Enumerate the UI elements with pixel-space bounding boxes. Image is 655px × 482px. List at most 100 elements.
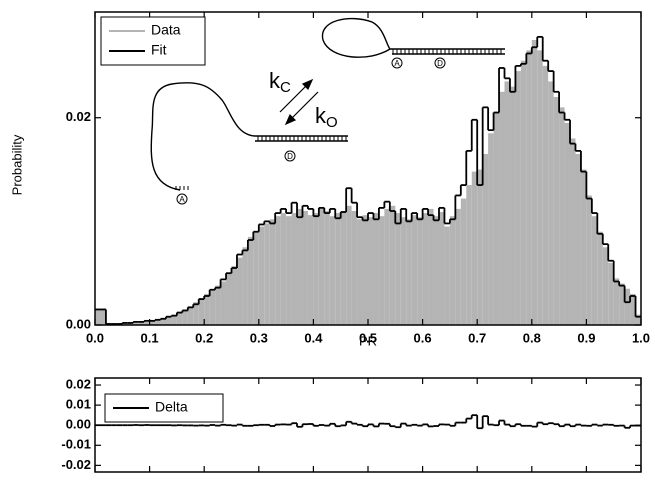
- bar: [351, 210, 358, 325]
- dye-label: D: [287, 152, 293, 161]
- y-tick-label: 0.02: [66, 376, 91, 391]
- bar: [138, 321, 145, 325]
- bar: [499, 91, 505, 325]
- bar: [357, 219, 363, 325]
- arrowhead: [301, 78, 314, 91]
- overhang: [175, 186, 189, 190]
- base-pairs: [257, 136, 347, 141]
- bar: [520, 60, 527, 325]
- bar: [264, 223, 270, 325]
- bar: [149, 320, 156, 325]
- bar: [417, 217, 423, 325]
- bar: [389, 205, 396, 325]
- bar: [280, 213, 287, 325]
- legend-box: [100, 16, 206, 66]
- bar: [171, 314, 177, 325]
- bar: [144, 321, 150, 325]
- bar: [411, 215, 418, 325]
- bar: [368, 217, 374, 325]
- legend: Delta: [104, 393, 224, 423]
- bar: [204, 293, 210, 325]
- bar: [591, 216, 598, 325]
- bar: [488, 133, 494, 325]
- bar: [624, 288, 631, 325]
- rate-arrows: [279, 78, 319, 126]
- bar: [602, 247, 609, 325]
- bar: [286, 216, 292, 325]
- bar: [493, 112, 500, 325]
- legend-label: Delta: [155, 399, 188, 415]
- bar: [226, 273, 232, 325]
- strand: [150, 82, 348, 191]
- y-tick-label: 0.02: [66, 109, 91, 124]
- strand: [321, 17, 505, 58]
- bar: [422, 213, 429, 325]
- bar: [526, 50, 532, 325]
- x-tick-label: 0.0: [86, 330, 104, 345]
- bar: [455, 208, 461, 325]
- x-tick-label: 0.6: [414, 330, 432, 345]
- arrow: [279, 81, 311, 113]
- bar: [433, 216, 439, 325]
- bar: [307, 215, 314, 325]
- rate-subscript: C: [280, 79, 291, 96]
- bar: [209, 290, 216, 325]
- bar: [395, 213, 401, 325]
- bar: [362, 215, 368, 325]
- marks: [95, 414, 641, 430]
- bar: [537, 50, 543, 325]
- y-tick-label: 0.00: [66, 417, 91, 432]
- x-tick-label: 0.8: [523, 330, 541, 345]
- bar: [346, 205, 352, 325]
- plot-area: 0.02 0.01 0.00 -0.01 -0.02 Delta: [61, 376, 642, 473]
- bar: [297, 208, 303, 325]
- bar: [575, 153, 581, 325]
- bar: [378, 216, 385, 325]
- x-tick-label: 0.5: [359, 330, 377, 345]
- bar: [466, 185, 472, 325]
- x-tick-label: 0.1: [141, 330, 159, 345]
- bar: [335, 213, 341, 325]
- legend: Data Fit: [100, 16, 206, 66]
- donor: [284, 150, 296, 162]
- y-tick-label: 0.01: [66, 397, 91, 412]
- bar: [329, 216, 336, 325]
- bar: [236, 257, 243, 325]
- x-axis-label: PR: [359, 333, 377, 348]
- bar: [160, 318, 166, 325]
- bar: [608, 262, 614, 325]
- bar: [460, 198, 467, 325]
- acceptor: [176, 193, 188, 205]
- closed-hairpin: [321, 17, 505, 69]
- x-tick-label: 0.9: [577, 330, 595, 345]
- bar: [570, 138, 576, 325]
- bar: [253, 231, 259, 325]
- bar: [176, 312, 183, 325]
- legend-label: Data: [151, 22, 181, 38]
- bar: [553, 96, 560, 325]
- bar: [187, 306, 194, 325]
- rate-label: kC: [269, 68, 291, 96]
- bar: [400, 217, 407, 325]
- bar: [504, 81, 510, 325]
- bar: [318, 208, 325, 325]
- bar: [340, 210, 347, 325]
- bar: [242, 247, 248, 325]
- acceptor: [391, 57, 403, 69]
- bar: [482, 153, 489, 325]
- rate-symbol: k: [269, 68, 281, 93]
- bar: [630, 293, 636, 325]
- dye-label: A: [179, 195, 185, 204]
- x-tick-label: 1.0: [632, 330, 650, 345]
- bar: [373, 213, 379, 325]
- plot-area: 0.0 0.1 0.2 0.3 0.4 0.5 0.6 0.7 0.8 0.9 1.0 0.00 0.0…: [66, 11, 650, 345]
- marks: [95, 35, 641, 325]
- bar: [291, 213, 298, 325]
- x-tick-label: 0.2: [195, 330, 213, 345]
- bar: [597, 231, 603, 325]
- bar: [564, 122, 571, 325]
- bar: [155, 319, 161, 325]
- base-pairs: [392, 49, 502, 54]
- bar: [100, 309, 106, 325]
- arrow: [287, 91, 319, 123]
